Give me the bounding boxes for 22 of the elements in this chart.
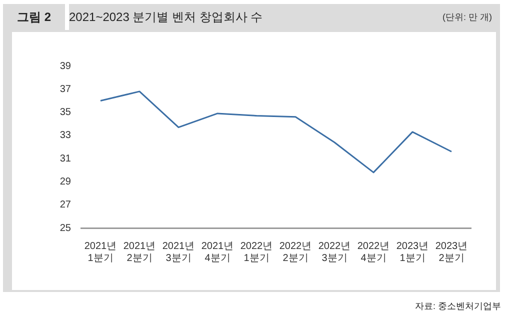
x-tick-label: 2022년 4분기 bbox=[357, 240, 390, 264]
y-tick-label: 25 bbox=[60, 222, 72, 234]
y-tick-label: 27 bbox=[60, 200, 72, 211]
x-tick-label: 2021년 1분기 bbox=[84, 240, 117, 264]
y-tick-label: 31 bbox=[60, 153, 72, 164]
y-tick-label: 35 bbox=[60, 107, 72, 118]
y-tick-label: 29 bbox=[60, 176, 72, 188]
x-tick-label: 2021년 3분기 bbox=[162, 240, 195, 264]
text: 자료: 중소벤처기업부 bbox=[414, 300, 501, 313]
x-tick-label: 2023년 2분기 bbox=[435, 240, 468, 264]
y-axis-title: (단위: 만 개) bbox=[442, 11, 492, 24]
x-tick-label: 2022년 2분기 bbox=[279, 240, 312, 264]
y-tick-label: 33 bbox=[60, 130, 72, 142]
y-tick-label: 39 bbox=[60, 60, 72, 72]
x-tick-label: 2023년 1분기 bbox=[396, 240, 429, 264]
y-tick-label: 37 bbox=[60, 84, 72, 95]
x-tick-label: 2022년 1분기 bbox=[240, 240, 273, 264]
x-tick-label: 2021년 2분기 bbox=[123, 240, 156, 264]
x-tick-label: 2021년 4분기 bbox=[201, 240, 234, 264]
chart-title: 2021~2023 분기별 벤처 창업회사 수 bbox=[69, 9, 263, 26]
x-tick-label: 2022년 3분기 bbox=[318, 240, 351, 264]
caption: 그림 2 bbox=[16, 9, 52, 26]
